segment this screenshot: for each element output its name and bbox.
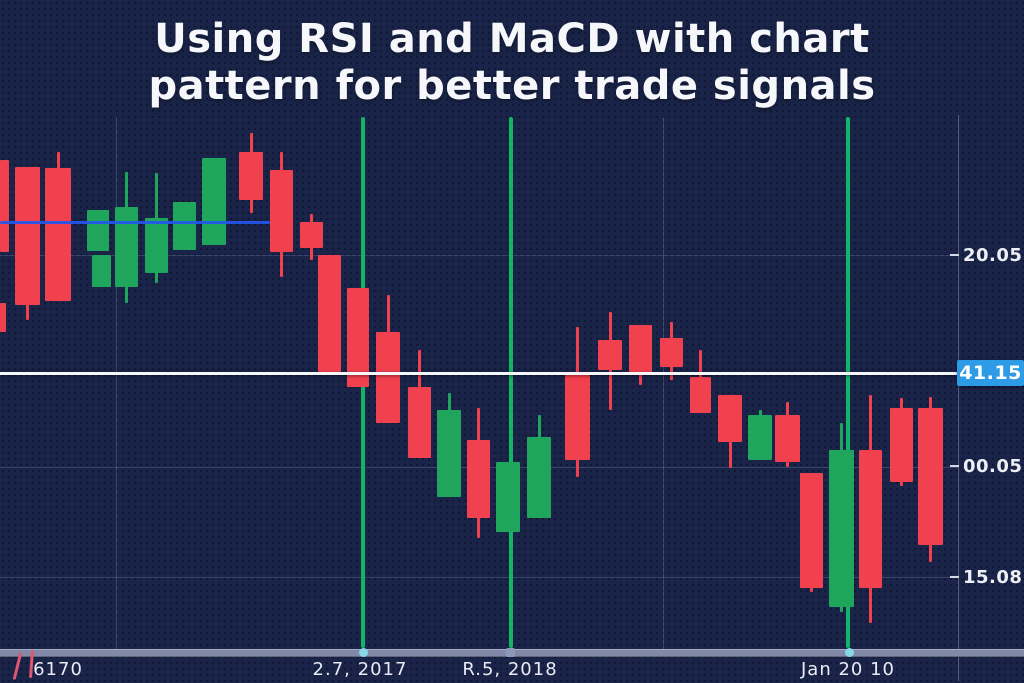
vertical-gridline bbox=[663, 117, 664, 649]
ma-line bbox=[0, 221, 270, 224]
chart-title-line1: Using RSI and MaCD with chart bbox=[154, 16, 870, 62]
candle bbox=[800, 473, 823, 588]
price-axis-line bbox=[958, 115, 959, 681]
candle bbox=[202, 158, 226, 245]
signal-line bbox=[509, 117, 513, 648]
candle bbox=[408, 387, 431, 458]
candle bbox=[437, 410, 461, 497]
x-axis-label: 2.7, 2017 bbox=[312, 659, 408, 680]
vertical-gridline bbox=[116, 117, 117, 649]
x-axis-label: R.5, 2018 bbox=[462, 659, 558, 680]
candle bbox=[145, 218, 168, 273]
scrollbar-marker-dot[interactable] bbox=[359, 648, 368, 657]
scrollbar-marker-dot[interactable] bbox=[845, 648, 854, 657]
candle bbox=[45, 168, 71, 301]
chart-title-line2: pattern for better trade signals bbox=[148, 63, 876, 109]
candle bbox=[347, 288, 369, 387]
candle bbox=[718, 395, 742, 442]
candle bbox=[115, 207, 138, 287]
y-axis-label-text: 15.08 bbox=[963, 566, 1023, 588]
y-axis-label: 20.05 bbox=[950, 243, 1022, 267]
scrollbar-marker-dot[interactable] bbox=[506, 648, 515, 657]
candle bbox=[92, 255, 111, 287]
candle bbox=[829, 450, 854, 607]
candle bbox=[565, 375, 590, 460]
y-axis-label-text: 00.05 bbox=[963, 455, 1023, 477]
candle bbox=[300, 222, 323, 248]
candle bbox=[690, 377, 711, 413]
y-axis-label: 00.05 bbox=[950, 454, 1022, 478]
horizontal-gridline bbox=[0, 255, 958, 256]
candle bbox=[467, 440, 490, 518]
candle bbox=[660, 338, 683, 367]
y-axis-label-text: 20.05 bbox=[963, 244, 1023, 266]
y-axis-tick bbox=[950, 254, 959, 256]
horizontal-gridline bbox=[0, 577, 958, 578]
y-axis-tick bbox=[950, 465, 959, 467]
y-axis-tick bbox=[950, 576, 959, 578]
x-axis-label: Jan 20 10 bbox=[801, 659, 895, 680]
signal-line bbox=[846, 117, 850, 648]
candle bbox=[173, 202, 196, 250]
candle bbox=[527, 437, 551, 518]
candle bbox=[598, 340, 622, 370]
candle bbox=[859, 450, 882, 588]
candle bbox=[376, 332, 400, 423]
candle bbox=[15, 167, 40, 305]
candle bbox=[890, 408, 913, 482]
y-axis-label: 15.08 bbox=[950, 565, 1022, 589]
chart-title: Using RSI and MaCD with chart pattern fo… bbox=[0, 16, 1024, 110]
candle bbox=[496, 462, 520, 532]
candle bbox=[0, 303, 6, 332]
candle bbox=[629, 325, 652, 375]
candle bbox=[0, 160, 9, 252]
candle bbox=[270, 170, 293, 252]
candle bbox=[87, 210, 109, 251]
candle bbox=[748, 415, 772, 460]
candle bbox=[918, 408, 943, 545]
price-line bbox=[0, 372, 958, 375]
price-badge: 41.15 bbox=[957, 360, 1024, 386]
candle bbox=[318, 255, 341, 372]
x-axis-label: 6170 bbox=[33, 659, 83, 680]
candle bbox=[239, 152, 263, 200]
candle bbox=[775, 415, 800, 462]
